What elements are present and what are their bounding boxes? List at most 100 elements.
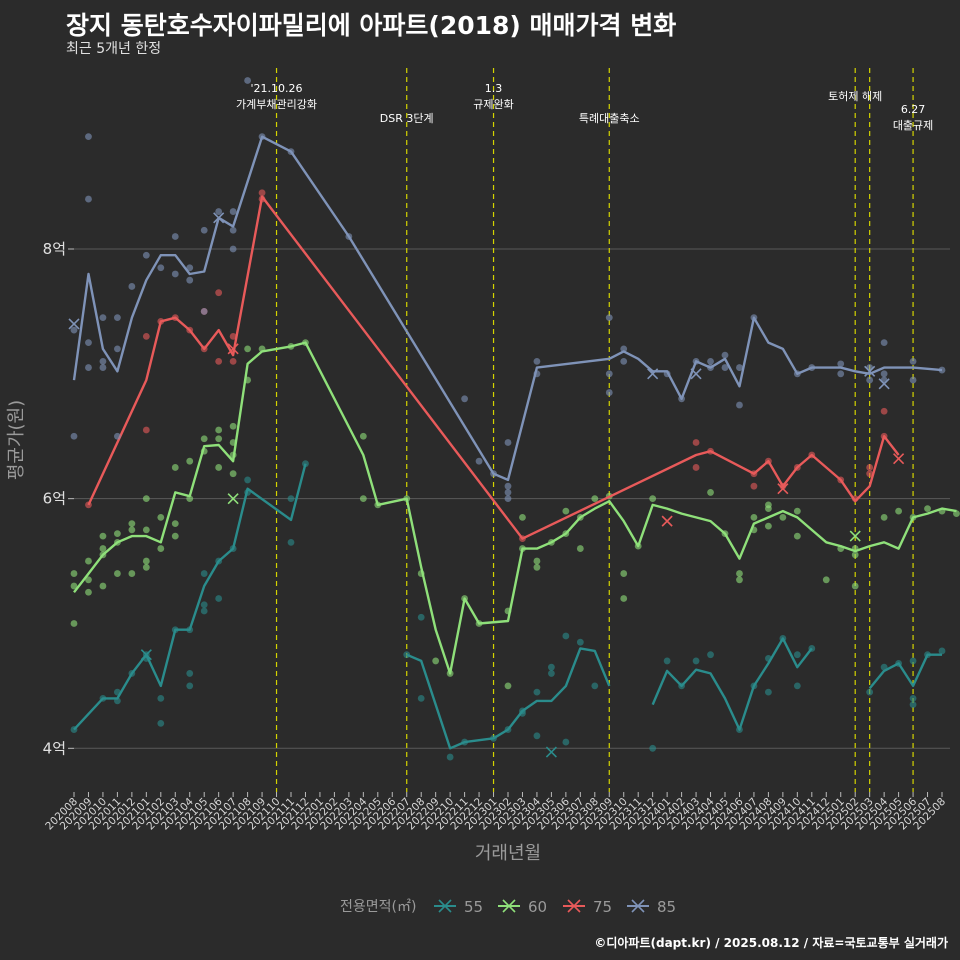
data-point: [99, 364, 107, 371]
data-point: [215, 357, 223, 365]
data-point: [591, 495, 599, 503]
data-point: [504, 489, 512, 496]
data-point: [576, 545, 584, 552]
data-point: [128, 526, 136, 534]
data-point: [576, 638, 584, 646]
data-point: [663, 657, 671, 665]
data-point: [85, 339, 92, 347]
data-point: [793, 507, 801, 515]
data-point: [533, 732, 541, 740]
data-point: [359, 495, 367, 503]
data-point: [85, 364, 92, 371]
data-point: [750, 482, 758, 490]
data-point: [157, 264, 165, 272]
data-point: [765, 522, 772, 530]
data-point: [157, 545, 165, 552]
data-point: [186, 276, 194, 284]
data-point: [765, 505, 772, 513]
latest-mark: [777, 483, 789, 495]
data-point: [620, 345, 628, 353]
data-point: [229, 245, 237, 253]
data-point: [504, 495, 512, 503]
data-point: [880, 370, 888, 378]
gridlines: [74, 248, 950, 749]
y-tick-label: 4억: [43, 739, 66, 757]
data-point: [895, 507, 902, 515]
data-point: [649, 744, 657, 752]
data-point: [909, 357, 917, 365]
data-point: [837, 370, 845, 378]
series-layer: [68, 77, 960, 761]
data-point: [461, 395, 468, 403]
legend-swatch-mark: [567, 899, 581, 913]
series-line: [73, 463, 942, 750]
data-point: [620, 595, 628, 602]
data-point: [157, 513, 165, 521]
latest-mark: [647, 368, 659, 380]
data-point: [142, 526, 150, 534]
policy-annotation: 1.3: [485, 82, 503, 95]
legend-swatch-mark: [438, 899, 452, 913]
legend-label: 55: [464, 898, 483, 916]
policy-annotation: 특례대출축소: [579, 112, 640, 125]
data-point: [70, 620, 78, 627]
data-point: [128, 520, 136, 528]
data-point: [99, 582, 107, 590]
data-point: [287, 538, 295, 546]
policy-annotation: 가계부채관리강화: [236, 98, 317, 111]
policy-annotation: 규제완화: [473, 98, 513, 111]
data-point: [215, 595, 223, 602]
data-point: [822, 576, 830, 584]
data-point: [142, 426, 150, 434]
data-point: [866, 470, 874, 478]
data-point: [692, 657, 700, 665]
data-point: [475, 457, 483, 465]
latest-mark: [864, 365, 876, 377]
data-point: [70, 570, 78, 577]
legend-label: 60: [528, 898, 547, 916]
data-point: [504, 439, 512, 446]
data-point: [620, 570, 628, 577]
data-point: [765, 688, 772, 696]
data-point: [142, 332, 150, 340]
data-point: [909, 376, 917, 384]
data-point: [880, 407, 888, 415]
y-tick-label: 6억: [43, 490, 66, 508]
data-point: [909, 694, 917, 702]
data-point: [200, 570, 208, 577]
data-point: [157, 719, 165, 727]
data-point: [215, 464, 223, 471]
data-point: [851, 551, 859, 559]
data-point: [866, 464, 874, 471]
series-line: [72, 135, 943, 482]
data-point: [880, 513, 888, 521]
data-point: [200, 601, 208, 609]
data-point: [114, 345, 121, 353]
data-point: [244, 345, 252, 353]
data-point: [128, 283, 136, 290]
data-point: [171, 233, 179, 240]
data-point: [591, 682, 599, 690]
data-point: [793, 682, 801, 690]
data-point: [649, 495, 657, 503]
latest-mark: [213, 212, 225, 224]
data-point: [707, 357, 714, 365]
data-point: [186, 457, 194, 465]
data-point: [909, 657, 917, 665]
data-point: [114, 432, 121, 440]
data-point: [736, 576, 743, 584]
data-point: [215, 426, 223, 434]
data-point: [200, 435, 208, 443]
policy-annotation: DSR 3단계: [380, 112, 434, 125]
data-point: [721, 351, 729, 359]
series-line: [73, 341, 957, 675]
data-point: [504, 482, 512, 490]
data-point: [446, 753, 454, 761]
data-point: [533, 688, 541, 696]
latest-mark: [227, 493, 239, 505]
data-point: [562, 507, 570, 515]
data-point: [85, 195, 92, 203]
data-point: [186, 670, 194, 677]
data-point: [70, 582, 78, 590]
data-point: [229, 357, 237, 365]
